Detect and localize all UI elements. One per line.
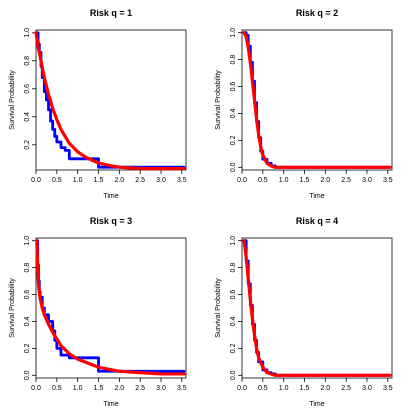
- plot-frame: [241, 29, 393, 171]
- y-tick-label: 0.4: [230, 108, 237, 118]
- chart-panel-2: Risk q = 2 0.0 0.5 1.0 1.5 2.0 2.5 3.0 3.5 0.0 0.2…: [215, 8, 393, 200]
- red-smooth-series-line: [34, 31, 186, 171]
- y-tick-label: 0.6: [24, 84, 31, 94]
- y-tick-label: 0.6: [230, 82, 237, 92]
- blue-step-series-line: [35, 239, 186, 373]
- blue-step-series-line: [34, 31, 186, 169]
- x-tick-label: 2.0: [114, 177, 124, 184]
- y-tick-label: 0.4: [230, 316, 237, 326]
- y-tick-label: 1.0: [24, 28, 31, 38]
- x-tick-label: 2.5: [135, 385, 145, 392]
- red-smooth-series-line: [242, 31, 392, 169]
- x-tick-label: 1.0: [279, 385, 289, 392]
- x-tick-label: 3.5: [177, 177, 187, 184]
- x-tick-label: 1.0: [73, 385, 83, 392]
- x-tick-label: 0.0: [31, 385, 41, 392]
- x-tick-label: 3.0: [362, 177, 372, 184]
- x-axis-label: Time: [103, 193, 118, 200]
- chart-panel-4: Risk q = 4 0.0 0.5 1.0 1.5 2.0 2.5 3.0 3.5 0.0 0.2…: [215, 216, 393, 408]
- y-tick-label: 0.6: [230, 290, 237, 300]
- x-tick-label: 3.5: [383, 177, 393, 184]
- y-tick-label: 0.6: [24, 290, 31, 300]
- x-tick-label: 0.5: [52, 385, 62, 392]
- y-tick-label: 0.8: [24, 56, 31, 66]
- x-tick-label: 0.5: [258, 177, 268, 184]
- y-tick-label: 0.0: [230, 370, 237, 380]
- y-tick-label: 0.2: [24, 140, 31, 150]
- x-tick-label: 2.0: [114, 385, 124, 392]
- y-tick-label: 1.0: [230, 236, 237, 246]
- chart-title: Risk q = 4: [296, 216, 338, 226]
- plot-frame: [35, 237, 187, 379]
- x-tick-label: 3.5: [383, 385, 393, 392]
- y-tick-label: 0.8: [230, 55, 237, 65]
- chart-panel-3: Risk q = 3 0.0 0.5 1.0 1.5 2.0 2.5 3.0 3.5 0.0 0.2…: [9, 216, 187, 408]
- y-tick-label: 1.0: [24, 236, 31, 246]
- y-tick-label: 0.4: [24, 112, 31, 122]
- x-tick-label: 2.5: [341, 385, 351, 392]
- chart-title: Risk q = 2: [296, 8, 338, 18]
- x-tick-label: 3.0: [156, 385, 166, 392]
- x-tick-label: 0.5: [258, 385, 268, 392]
- x-tick-label: 2.0: [320, 177, 330, 184]
- y-tick-label: 0.2: [24, 343, 31, 353]
- y-tick-label: 1.0: [230, 28, 237, 38]
- red-smooth-series-line: [242, 239, 392, 377]
- y-axis-label: Survival Probability: [9, 278, 16, 338]
- plot-frame: [241, 237, 393, 379]
- y-axis-label: Survival Probability: [215, 278, 222, 338]
- x-tick-label: 0.5: [52, 177, 62, 184]
- x-tick-label: 2.5: [341, 177, 351, 184]
- y-tick-label: 0.2: [230, 343, 237, 353]
- chart-title: Risk q = 3: [90, 216, 132, 226]
- x-tick-label: 1.5: [300, 177, 310, 184]
- chart-title: Risk q = 1: [90, 8, 132, 18]
- y-tick-label: 0.8: [230, 263, 237, 273]
- x-tick-label: 3.5: [177, 385, 187, 392]
- y-tick-label: 0.4: [24, 316, 31, 326]
- x-tick-label: 1.0: [73, 177, 83, 184]
- y-axis-label: Survival Probability: [9, 70, 16, 130]
- x-tick-label: 0.0: [237, 177, 247, 184]
- x-tick-label: 1.0: [279, 177, 289, 184]
- x-tick-label: 2.0: [320, 385, 330, 392]
- x-tick-label: 0.0: [237, 385, 247, 392]
- x-tick-label: 1.5: [94, 177, 104, 184]
- x-axis-label: Time: [309, 401, 324, 408]
- blue-step-series-line: [242, 31, 392, 169]
- red-smooth-series-line: [35, 239, 186, 376]
- x-tick-label: 1.5: [94, 385, 104, 392]
- chart-panel-1: Risk q = 1 0.0 0.5 1.0 1.5 2.0 2.5 3.0 3.5 0.2 0.4…: [9, 8, 187, 200]
- x-tick-label: 3.0: [362, 385, 372, 392]
- plot-frame: [35, 29, 187, 171]
- blue-step-series-line: [242, 239, 392, 377]
- y-tick-label: 0.2: [230, 135, 237, 145]
- y-tick-label: 0.0: [230, 162, 237, 172]
- x-axis-label: Time: [103, 401, 118, 408]
- x-tick-label: 3.0: [156, 177, 166, 184]
- y-axis-label: Survival Probability: [215, 70, 222, 130]
- x-tick-label: 1.5: [300, 385, 310, 392]
- y-tick-label: 0.8: [24, 263, 31, 273]
- x-tick-label: 0.0: [31, 177, 41, 184]
- y-tick-label: 0.0: [24, 370, 31, 380]
- x-axis-label: Time: [309, 193, 324, 200]
- x-tick-label: 2.5: [135, 177, 145, 184]
